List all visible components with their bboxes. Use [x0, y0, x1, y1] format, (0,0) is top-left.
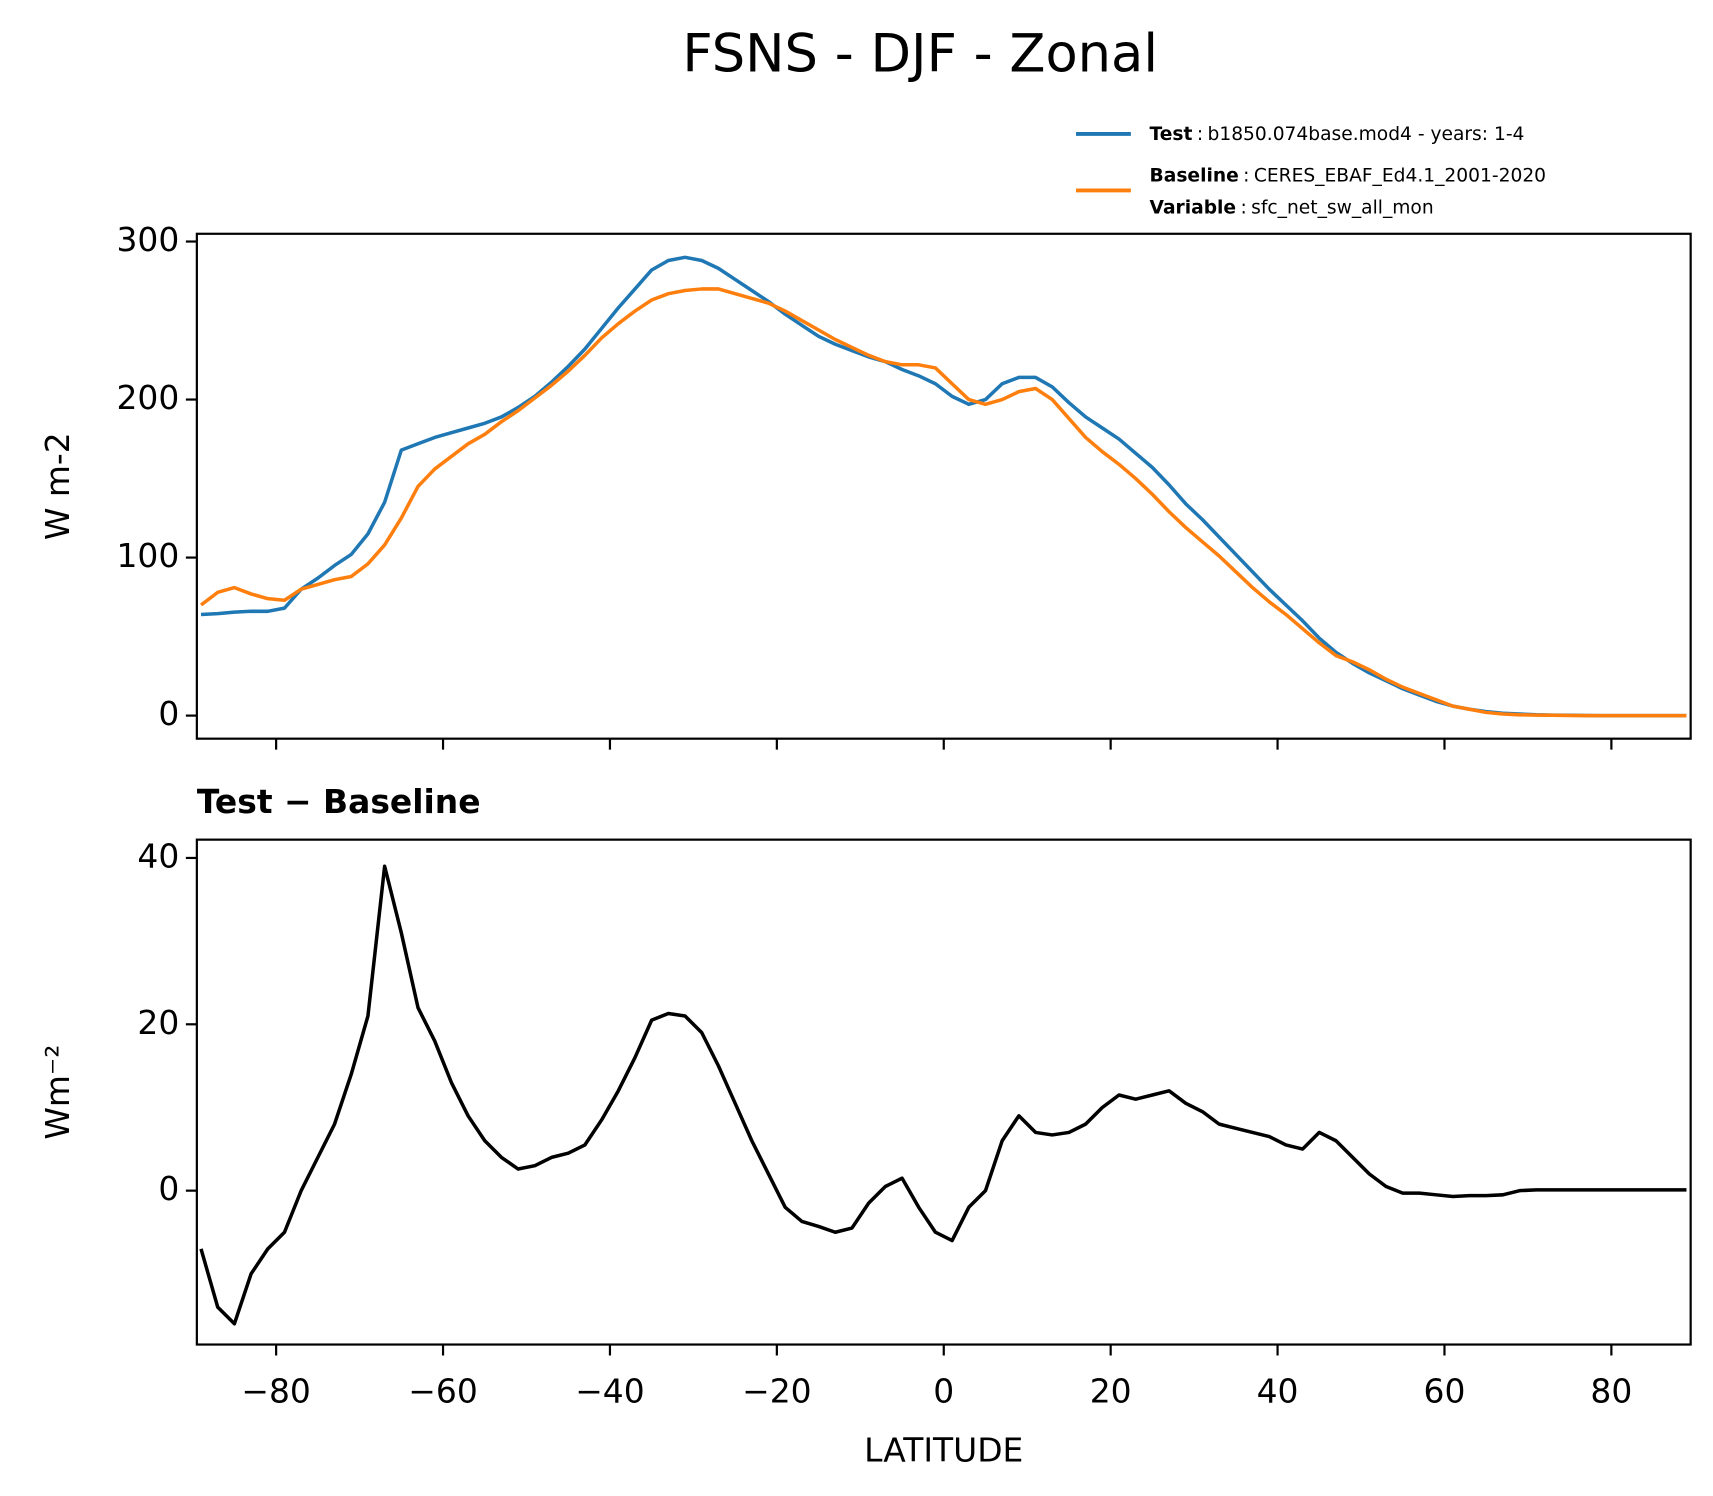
y-tick-label: 200 [116, 378, 179, 417]
data-line [200, 255, 1687, 718]
x-tick-label: 0 [933, 1371, 954, 1410]
y-tick-label: 40 [137, 836, 179, 875]
axes-frame [195, 232, 1692, 740]
subplot-title: Test − Baseline [197, 782, 481, 821]
legend-description: sfc_net_sw_all_mon [1251, 197, 1434, 218]
x-tick-label: 20 [1090, 1371, 1132, 1410]
x-tick-label: −40 [575, 1371, 644, 1410]
legend-entry: Test: b1850.074base.mod4 - years: 1-4 [1150, 123, 1525, 144]
data-line [199, 287, 1687, 718]
y-tick-label: 0 [158, 694, 179, 733]
y-tick-label: 100 [116, 536, 179, 575]
x-axis-label: LATITUDE [864, 1431, 1023, 1470]
legend-separator: : [1243, 165, 1249, 186]
x-tick-label: 60 [1424, 1371, 1466, 1410]
legend-name: Test [1150, 123, 1193, 144]
figure-title: FSNS - DJF - Zonal [682, 24, 1158, 85]
legend-name: Variable [1150, 197, 1237, 218]
data-line [199, 864, 1687, 1326]
y-tick-label: 300 [116, 220, 179, 259]
legend-entry: Baseline: CERES_EBAF_Ed4.1_2001-2020 [1150, 165, 1546, 186]
y-tick-label: 0 [158, 1169, 179, 1208]
axes-frame [195, 838, 1692, 1346]
legend-separator: : [1240, 197, 1246, 218]
x-tick-label: −60 [408, 1371, 477, 1410]
y-tick-label: 20 [137, 1003, 179, 1042]
x-tick-label: 40 [1257, 1371, 1299, 1410]
legend-variable: Variable: sfc_net_sw_all_mon [1150, 197, 1434, 218]
legend-description: b1850.074base.mod4 - years: 1-4 [1208, 123, 1525, 144]
x-tick-label: −80 [241, 1371, 310, 1410]
y-axis-label: W m-2 [38, 432, 77, 540]
plot-area [199, 864, 1687, 1326]
legend-name: Baseline [1150, 165, 1239, 186]
x-tick-label: 80 [1590, 1371, 1632, 1410]
plot-area [199, 255, 1687, 718]
legend-separator: : [1197, 123, 1203, 144]
x-tick-label: −20 [742, 1371, 811, 1410]
legend-description: CERES_EBAF_Ed4.1_2001-2020 [1254, 165, 1546, 186]
y-axis-label: Wm⁻² [38, 1045, 77, 1140]
